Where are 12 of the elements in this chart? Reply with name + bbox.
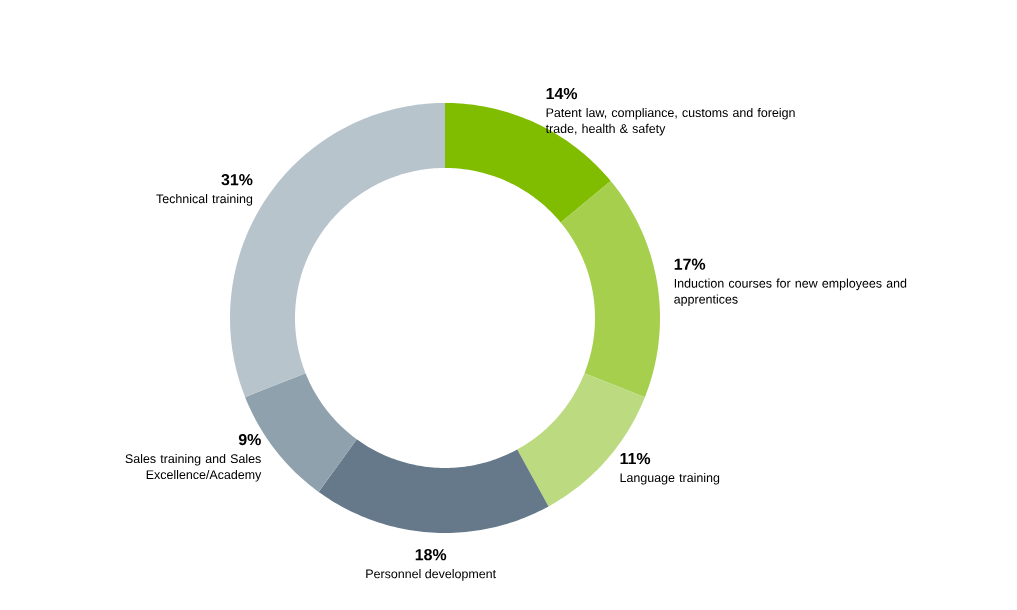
slice-label: Personnel development: [366, 569, 496, 581]
slice-label: Induction courses for new employees and apprentices: [674, 278, 907, 307]
data-label: 31%: [221, 174, 253, 186]
slice-label: Technical training: [156, 194, 253, 206]
slice-label: Patent law, compliance, customs and foreign trade, health & safety: [545, 107, 795, 136]
data-label: 11%: [620, 452, 651, 465]
data-label: 17%: [674, 258, 706, 270]
data-label: 18%: [415, 549, 447, 561]
slice-label: Language training: [620, 472, 720, 485]
data-label: 14%: [546, 87, 578, 100]
data-label: 9%: [238, 433, 261, 446]
slice-label: Sales training and Sales Excellence/Academy: [125, 453, 262, 482]
